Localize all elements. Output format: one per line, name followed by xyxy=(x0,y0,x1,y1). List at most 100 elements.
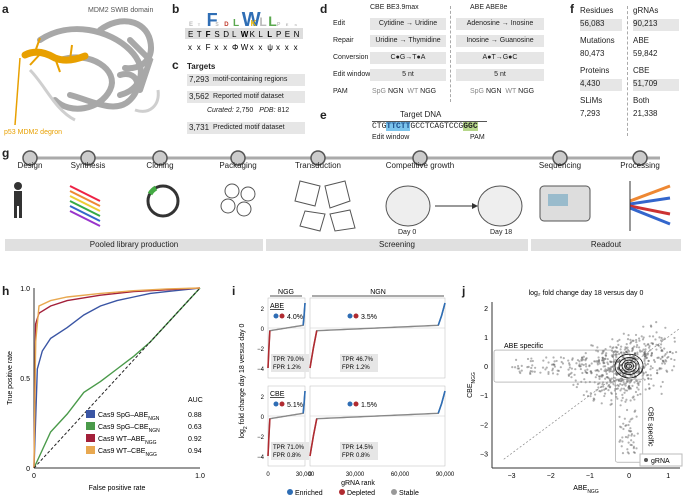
scatter-point xyxy=(542,359,545,362)
scatter-point xyxy=(635,415,638,418)
scatter-point xyxy=(531,364,534,367)
step-circle-1 xyxy=(80,150,96,166)
motif-letter-12: x xyxy=(294,43,298,52)
scatter-point xyxy=(529,372,532,376)
rank-fpr-label-0-0: FPR xyxy=(273,365,286,371)
scatter-point xyxy=(602,361,605,364)
panel-label-d: d xyxy=(320,2,328,16)
stat-label-right-2: CBE xyxy=(633,66,650,75)
rank-depleted-dot-1-0 xyxy=(279,401,285,407)
sequence-letter-10: P xyxy=(276,30,281,39)
rank-row-cbe: CBE xyxy=(270,391,285,398)
motif-letter-10: x xyxy=(276,43,280,52)
scatter-point xyxy=(651,335,655,338)
scatter-point xyxy=(597,370,600,373)
scatter-point xyxy=(634,390,638,394)
scatter-point xyxy=(625,342,628,346)
editor-row-label-0: Edit xyxy=(333,20,346,27)
scatter-point xyxy=(601,383,604,386)
bar-screening: Screening xyxy=(266,239,528,251)
scatter-point xyxy=(601,374,605,377)
rank-tpr-label-1-0: TPR xyxy=(273,445,286,451)
targets-row-2-text: Reported motif dataset xyxy=(213,93,284,100)
rank-y-tick-1-3: −4 xyxy=(257,455,265,461)
scatter-point xyxy=(610,391,613,394)
scatter-point xyxy=(550,363,554,366)
scatter-point xyxy=(643,355,647,358)
scatter-x-tick-0: −3 xyxy=(508,473,516,480)
scatter-point xyxy=(631,348,634,351)
scatter-point xyxy=(614,372,617,375)
scatter-point xyxy=(584,359,587,362)
scatter-point xyxy=(637,382,640,385)
scatter-point xyxy=(597,386,600,389)
roc-legend-auc-0: 0.88 xyxy=(188,412,202,419)
scatter-point xyxy=(660,336,663,340)
workflow-diagram xyxy=(14,150,671,232)
editor-row-cbe-2: C●G→T●A xyxy=(370,52,446,64)
stat-value-right-0: 90,213 xyxy=(633,19,679,31)
scatter-point xyxy=(611,365,614,368)
scatter-point xyxy=(641,338,645,341)
step-circle-2 xyxy=(152,150,168,166)
scatter-point xyxy=(651,342,654,346)
scatter-point xyxy=(660,392,663,395)
scatter-point xyxy=(623,417,626,420)
scatter-point xyxy=(620,426,623,429)
scatter-point xyxy=(646,352,650,355)
scatter-point xyxy=(616,387,619,390)
scatter-point xyxy=(596,359,599,363)
scatter-point xyxy=(623,348,626,351)
scatter-point xyxy=(585,371,588,374)
scatter-point xyxy=(513,366,517,369)
scatter-point xyxy=(671,369,674,372)
scatter-y-tick-4: −2 xyxy=(480,422,488,429)
scatter-point xyxy=(615,350,618,354)
scatter-point xyxy=(552,356,555,359)
scatter-point xyxy=(626,338,630,341)
rank-enriched-dot-1-1 xyxy=(347,401,353,407)
scatter-point xyxy=(584,371,587,374)
scatter-point xyxy=(600,389,604,392)
scatter-point xyxy=(580,358,583,361)
scatter-point xyxy=(638,339,641,342)
panel-label-h: h xyxy=(2,284,10,298)
logo-letter-4: D xyxy=(224,22,229,28)
scatter-point xyxy=(609,385,612,388)
scatter-point xyxy=(578,363,581,366)
scatter-point xyxy=(625,424,628,427)
scatter-point xyxy=(628,384,631,387)
scatter-point xyxy=(600,402,603,405)
scatter-point xyxy=(629,374,632,377)
scatter-point xyxy=(670,357,673,361)
scatter-point xyxy=(602,357,605,360)
scatter-point xyxy=(514,358,518,361)
targets-row-3-text: Predicted motif dataset xyxy=(213,124,285,131)
stat-value-right-2: 51,709 xyxy=(633,79,679,91)
scatter-point xyxy=(572,383,575,386)
rank-curve-0-0 xyxy=(267,302,306,369)
scatter-point xyxy=(663,362,666,365)
scatter-point xyxy=(645,357,648,360)
scatter-point xyxy=(658,366,661,370)
scatter-point xyxy=(660,348,664,352)
scatter-point xyxy=(649,368,652,371)
scatter-point xyxy=(643,355,646,358)
logo-letter-11: E xyxy=(286,22,289,27)
scatter-point xyxy=(547,371,550,374)
editor-row-abe-3: 5 nt xyxy=(456,69,544,81)
rank-depleted-dot-1-1 xyxy=(353,401,359,407)
scatter-point xyxy=(560,360,563,364)
scatter-point xyxy=(647,377,650,380)
scatter-point xyxy=(603,388,606,391)
scatter-point xyxy=(567,374,570,377)
scatter-point xyxy=(530,357,533,360)
scatter-point xyxy=(632,447,635,450)
targets-title: Targets xyxy=(187,62,216,71)
panel-label-i: i xyxy=(232,284,236,298)
scatter-point xyxy=(518,370,521,373)
pdb-value: 812 xyxy=(277,107,290,114)
scatter-point xyxy=(615,395,618,399)
scatter-point xyxy=(619,404,622,407)
scatter-point xyxy=(592,397,595,400)
